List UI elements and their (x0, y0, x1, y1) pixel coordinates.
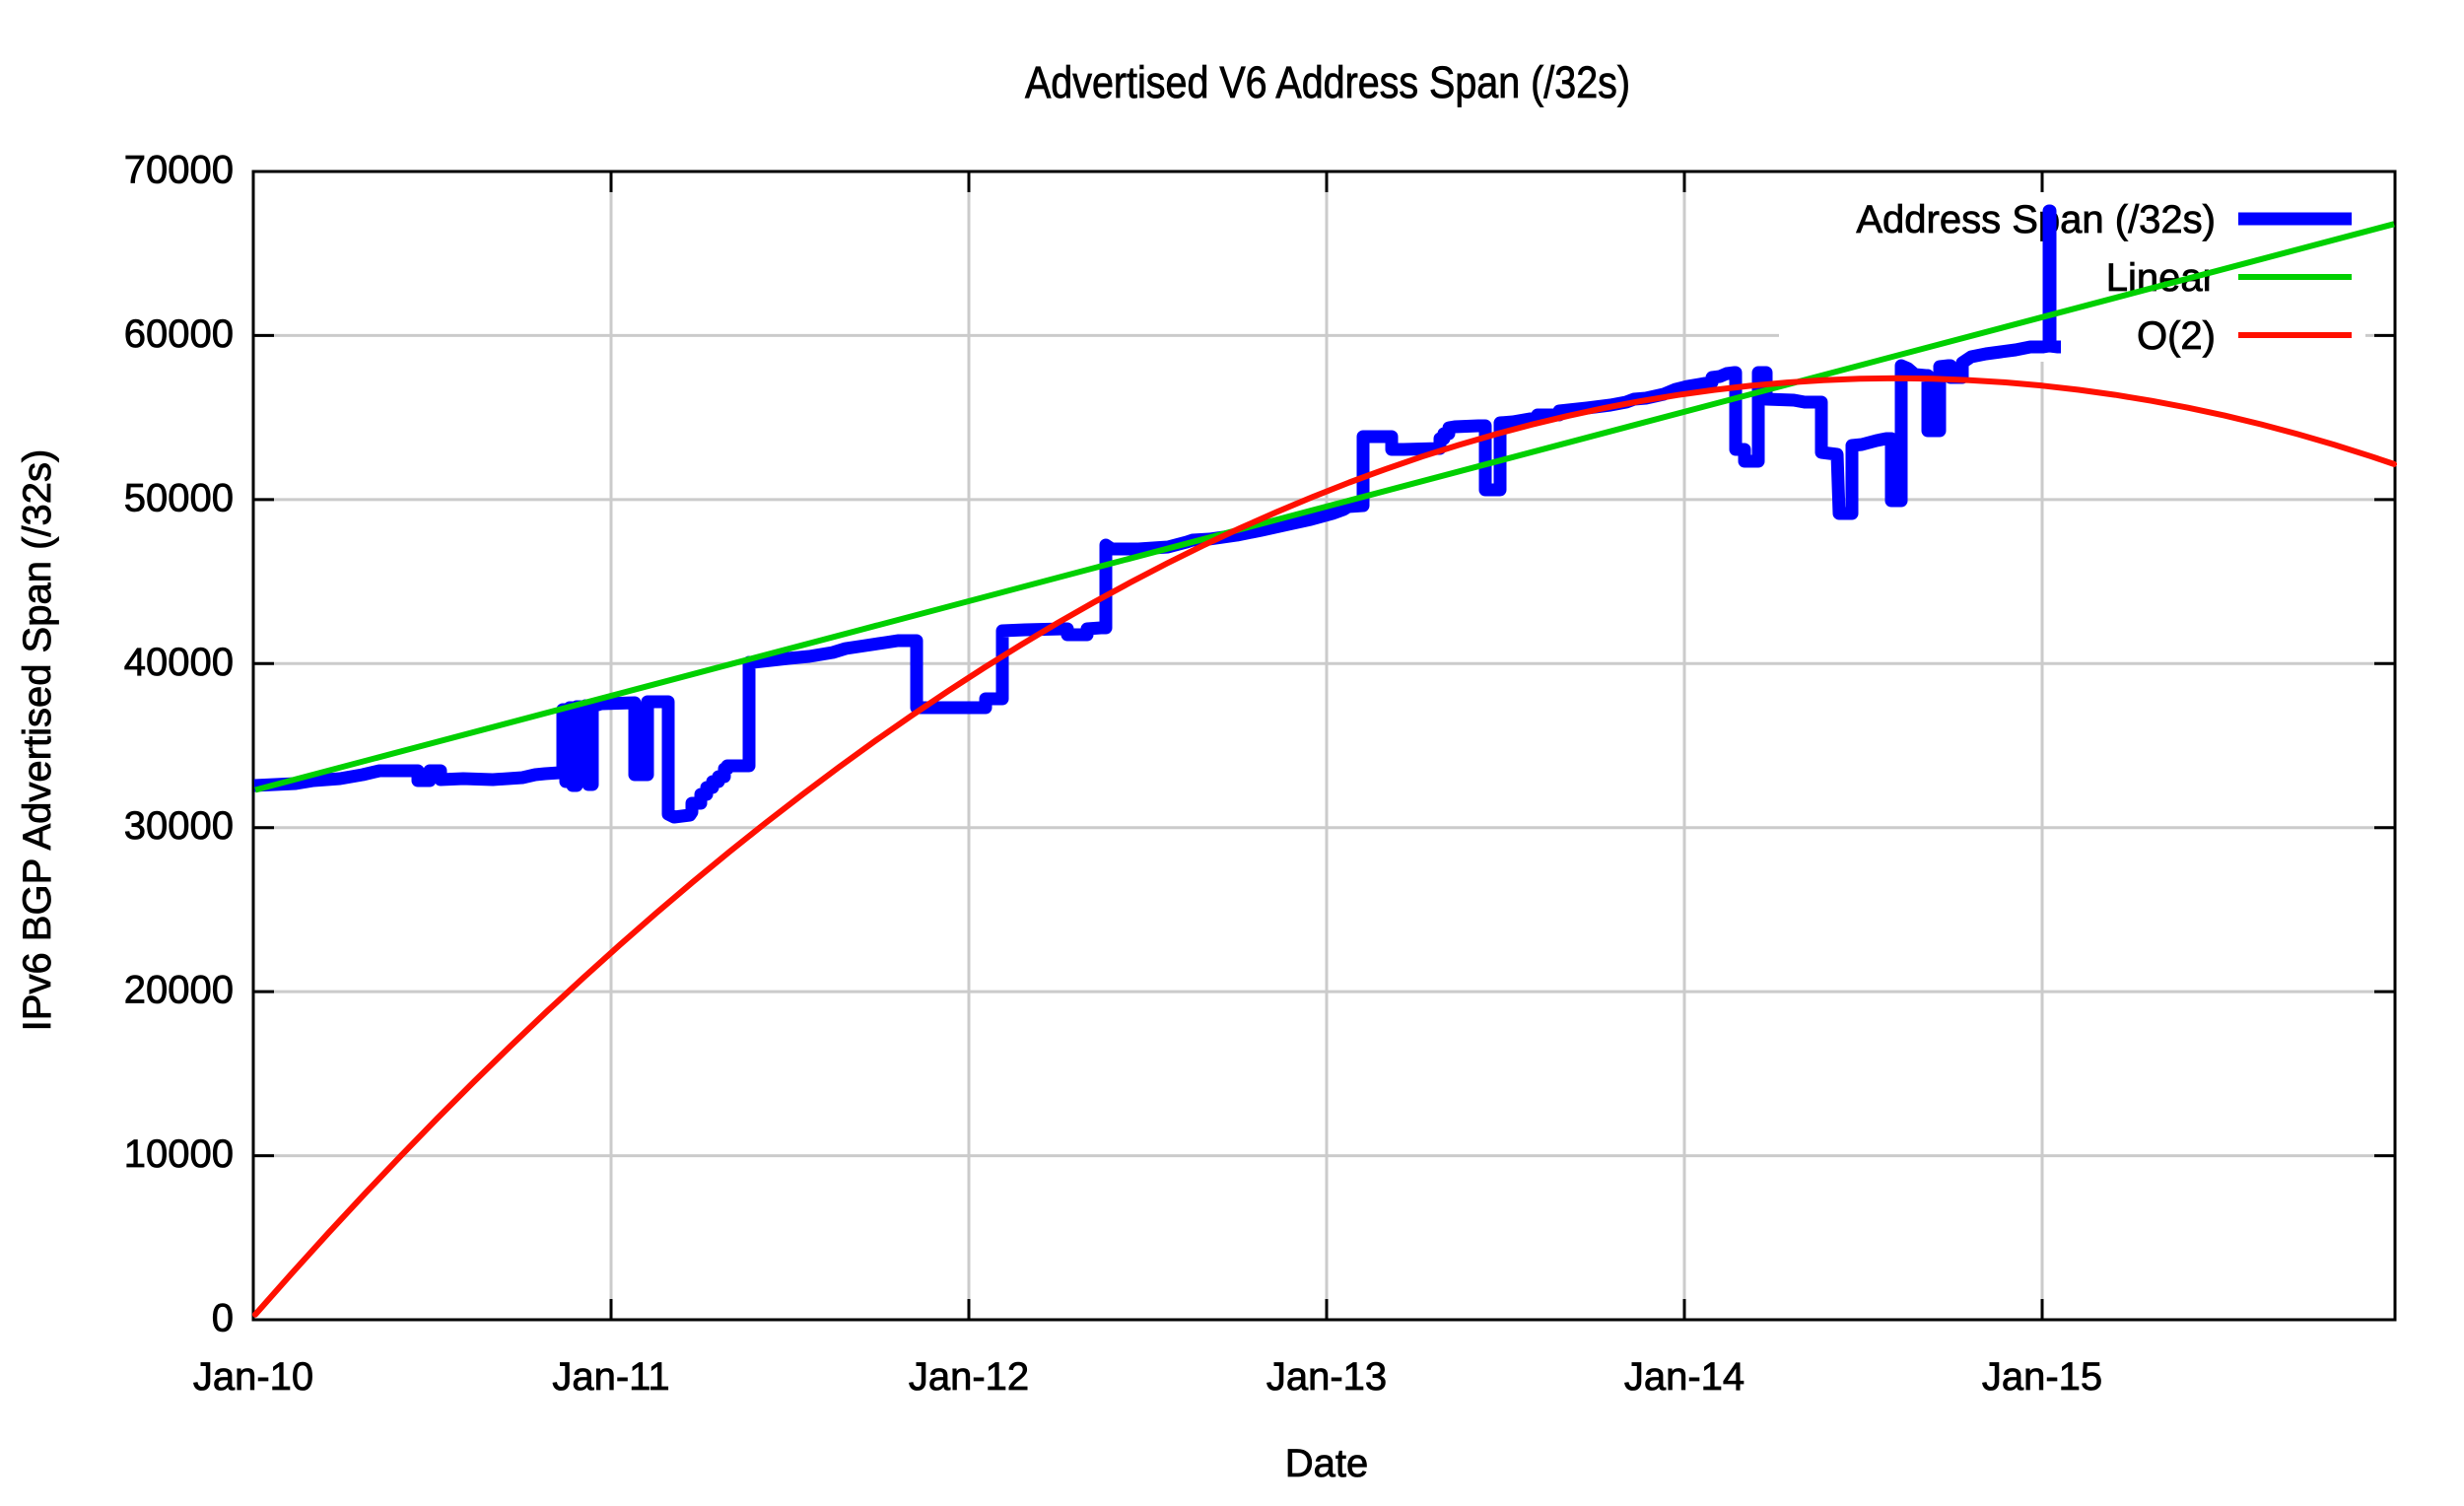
svg-text:Date: Date (1285, 1442, 1369, 1485)
svg-text:Address Span (/32s): Address Span (/32s) (1856, 198, 2216, 241)
svg-text:Jan-11: Jan-11 (552, 1355, 669, 1399)
svg-text:0: 0 (212, 1297, 234, 1340)
svg-text:Jan-12: Jan-12 (909, 1355, 1029, 1399)
svg-text:Jan-10: Jan-10 (193, 1355, 313, 1399)
svg-text:20000: 20000 (124, 969, 234, 1012)
svg-text:60000: 60000 (124, 312, 234, 356)
svg-text:10000: 10000 (124, 1132, 234, 1176)
svg-text:IPv6 BGP Advertised Span (/32s: IPv6 BGP Advertised Span (/32s) (16, 449, 59, 1032)
svg-text:50000: 50000 (124, 476, 234, 519)
svg-text:70000: 70000 (124, 149, 234, 192)
svg-text:Linear: Linear (2106, 256, 2216, 300)
svg-text:Advertised V6 Address Span (/3: Advertised V6 Address Span (/32s) (1025, 57, 1630, 107)
svg-text:O(2): O(2) (2137, 314, 2216, 358)
svg-text:Jan-15: Jan-15 (1982, 1355, 2102, 1399)
svg-text:40000: 40000 (124, 641, 234, 684)
svg-text:Jan-14: Jan-14 (1624, 1355, 1745, 1399)
svg-text:30000: 30000 (124, 804, 234, 848)
svg-text:Jan-13: Jan-13 (1266, 1355, 1387, 1399)
